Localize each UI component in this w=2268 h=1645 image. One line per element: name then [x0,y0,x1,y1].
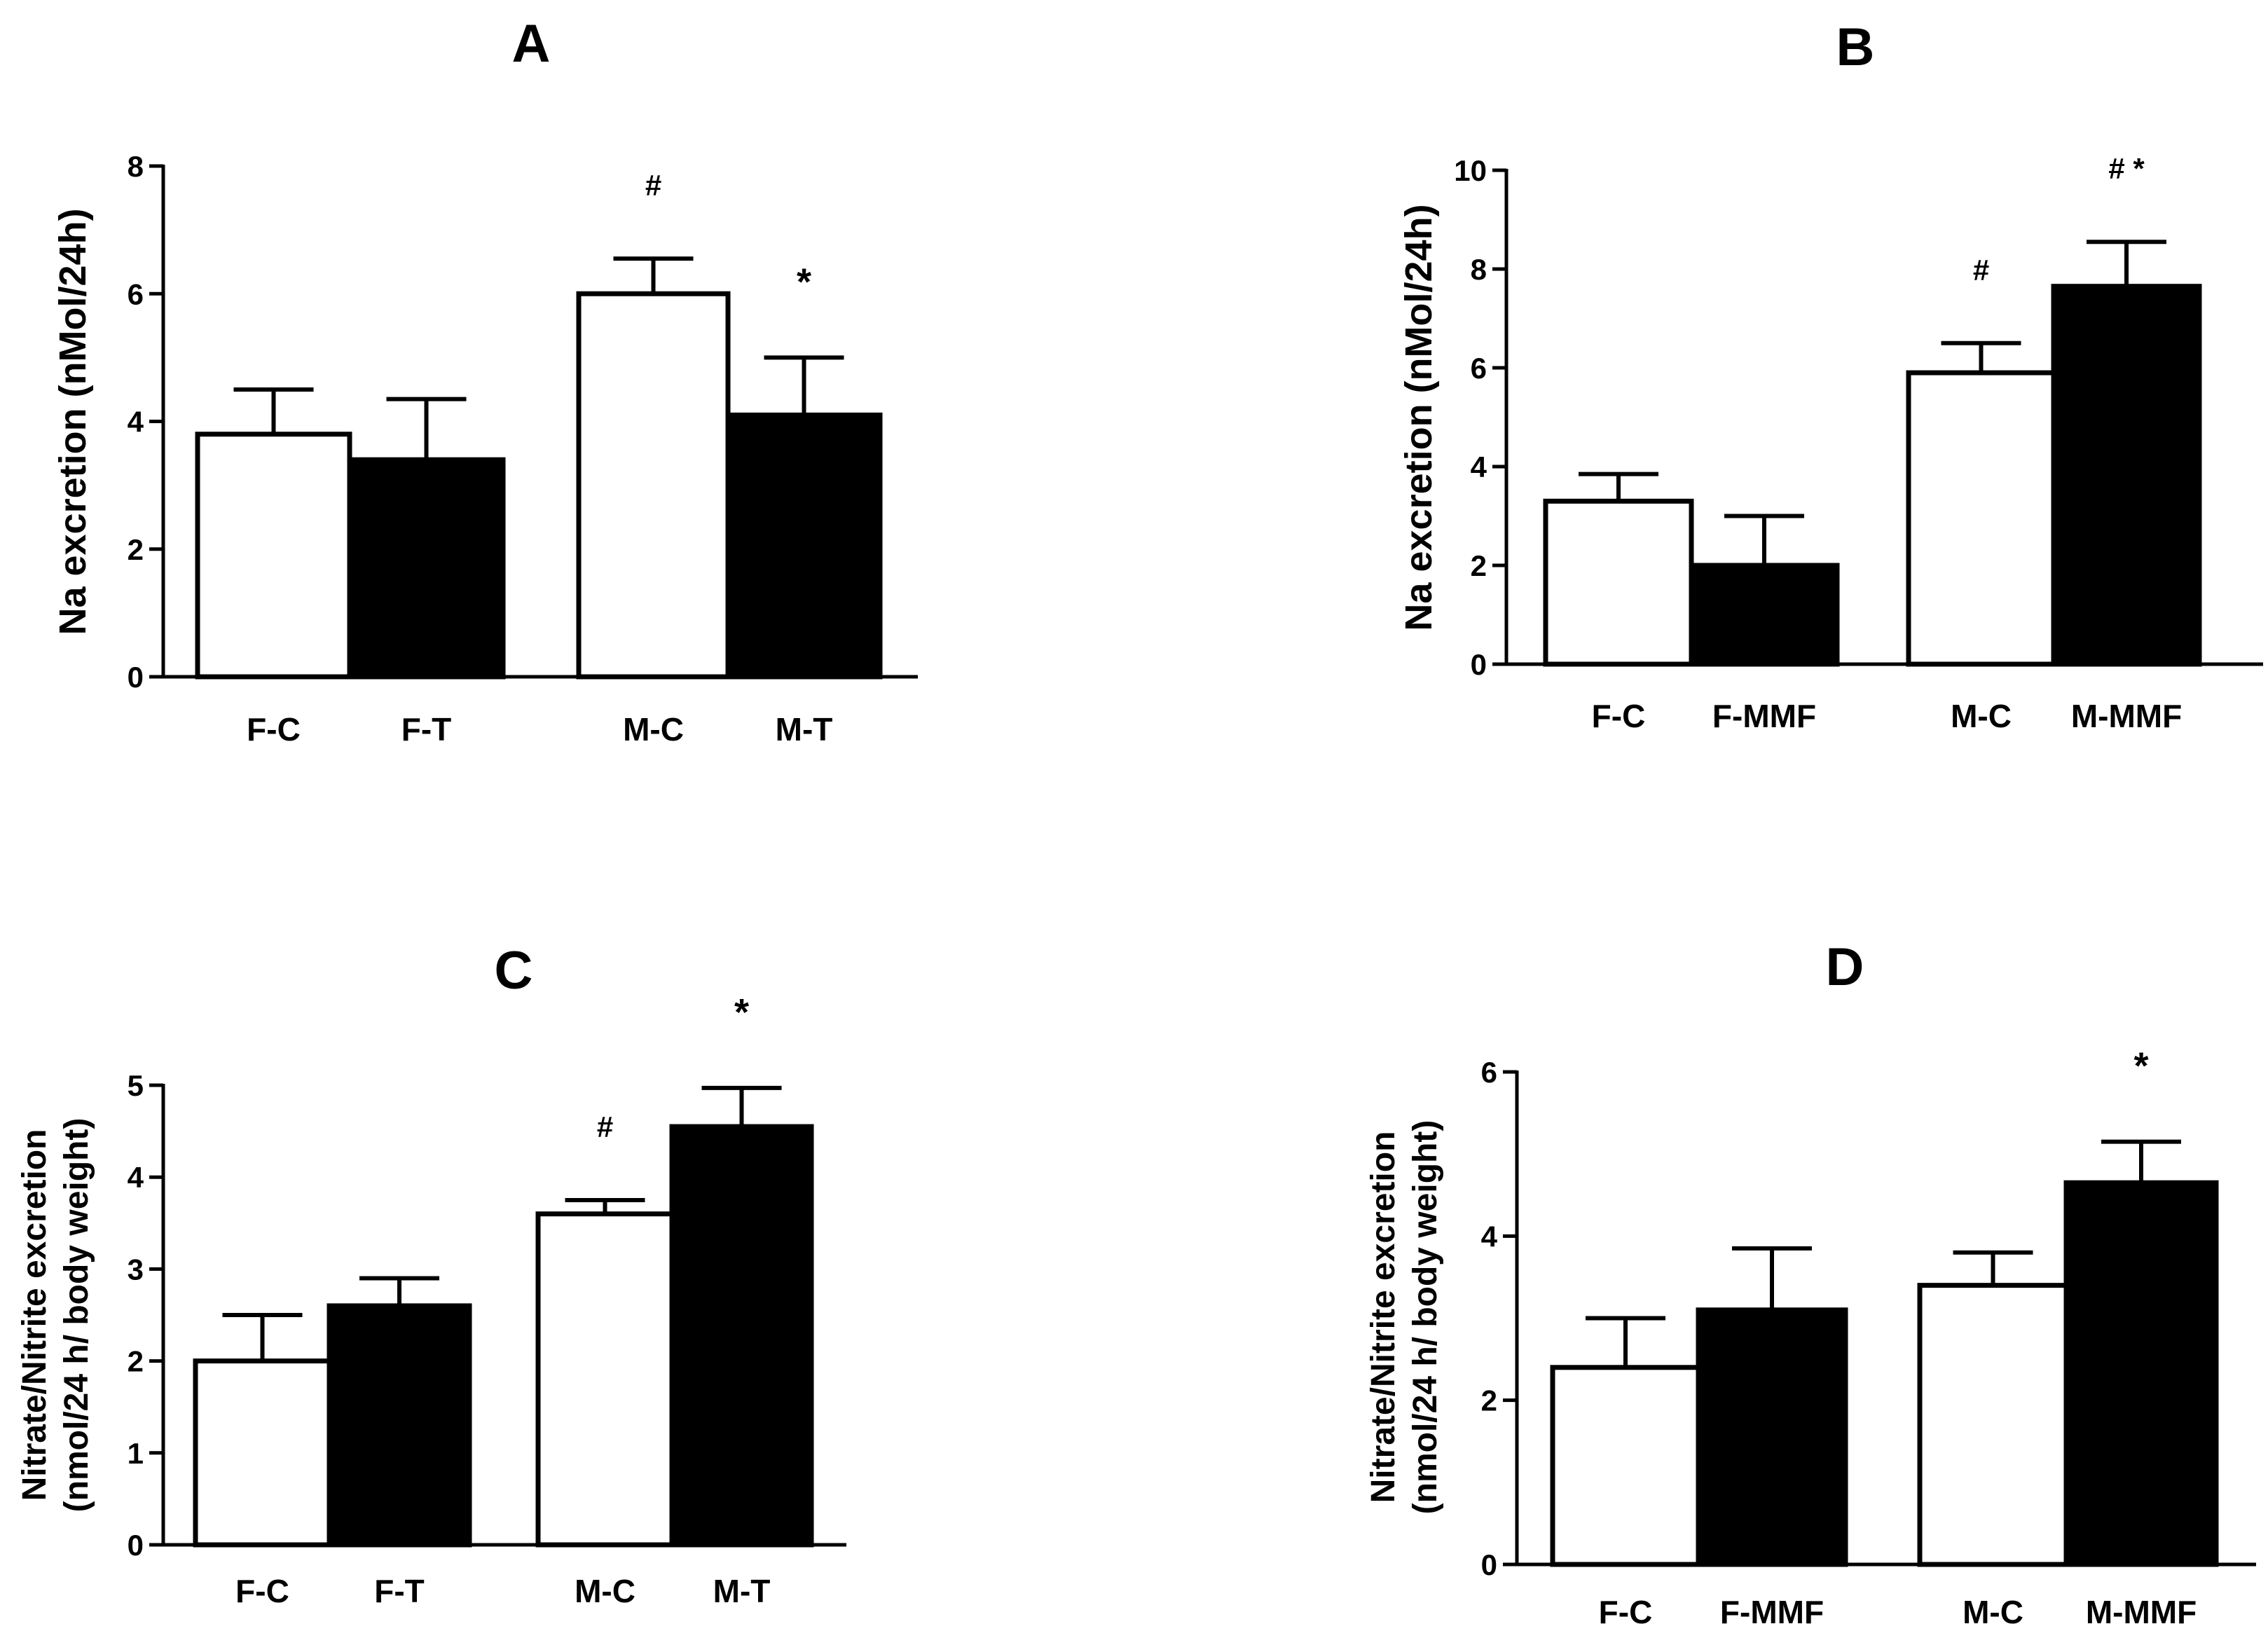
category-label: M-C [1963,1594,2023,1630]
category-label: M-MMF [2071,698,2182,734]
bar-m-c [576,291,731,680]
significance-mark: # * [2108,152,2145,185]
panel-c: C Nitrate/Nitrite excretion (nmol/24 h/ bo… [16,941,846,1609]
bar-m-mmf [2063,1180,2219,1567]
y-axis-title-line: (nmol/24 h/ body weight) [58,1118,95,1513]
category-label: F-MMF [1712,698,1816,734]
significance-mark: # [645,169,661,202]
bar-f-c [195,432,352,680]
bar-m-t [669,1124,814,1548]
y-tick-label: 8 [128,150,144,183]
bar-f-t [327,1303,472,1548]
category-label: F-C [1592,698,1646,734]
y-tick-label: 4 [1471,450,1487,483]
y-tick-label: 0 [128,661,144,694]
y-axis-title-line: Nitrate/Nitrite excretion [16,1129,53,1501]
y-axis-title-line: (nmol/24 h/ body weight) [1407,1120,1444,1515]
bar-f-mmf [1696,1307,1848,1567]
bar-m-c [1906,370,2056,667]
bar-m-c [535,1211,675,1548]
bar-f-mmf [1689,563,1840,667]
panel-title: B [1836,18,1875,77]
panel-d: D Nitrate/Nitrite excretion (nmol/24 h/ bo… [1365,937,2256,1630]
significance-mark: * [2133,1045,2148,1087]
y-axis-title-line: Nitrate/Nitrite excretion [1365,1131,1402,1503]
category-label: F-C [235,1573,289,1609]
y-tick-label: 0 [1471,648,1487,681]
category-label: F-C [247,711,301,748]
category-label: M-T [776,711,833,748]
y-tick-label: 2 [1471,549,1487,582]
panel-b: B Na excretion (nMol/24h) 0 2 4 6 8 10 F-C F-MMF M… [1398,18,2263,734]
bar-m-t [725,412,883,680]
category-label: M-T [713,1573,771,1609]
bar-f-c [1550,1365,1701,1567]
category-label: F-T [374,1573,425,1609]
y-tick-label: 4 [1481,1220,1498,1253]
y-tick-label: 0 [1481,1548,1497,1581]
y-tick-label: 2 [128,1345,144,1378]
significance-mark: # [597,1110,613,1143]
y-tick-label: 6 [128,277,144,310]
bar-f-t [347,457,506,680]
category-label: M-MMF [2086,1594,2197,1630]
y-tick-label: 3 [128,1253,144,1286]
significance-mark: * [734,991,749,1033]
y-tick-label: 2 [1481,1384,1497,1417]
y-tick-label: 8 [1471,253,1487,286]
y-tick-label: 0 [128,1529,144,1562]
bar-f-c [1543,498,1694,667]
category-label: M-C [623,711,684,748]
category-label: M-C [1951,698,2012,734]
category-label: M-C [575,1573,635,1609]
y-tick-label: 6 [1481,1056,1497,1089]
significance-mark: # [1973,254,1989,287]
y-tick-label: 2 [128,533,144,566]
y-tick-label: 4 [128,406,144,439]
y-axis-title: Na excretion (nMol/24h) [1398,204,1440,631]
y-tick-label: 5 [128,1069,144,1102]
category-label: F-C [1599,1594,1653,1630]
y-tick-label: 4 [128,1161,144,1194]
y-axis-title: Na excretion (nMol/24h) [52,208,94,635]
panel-title: D [1826,937,1864,997]
y-tick-label: 1 [128,1437,144,1470]
panel-title: A [512,14,551,74]
panel-a: A Na excretion (nMol/24h) 0 2 4 6 8 F-C F-T M-C # M… [52,14,918,748]
bar-f-c [193,1358,332,1548]
y-tick-label: 6 [1471,352,1487,385]
bar-m-c [1917,1283,2069,1567]
category-label: F-MMF [1720,1594,1824,1630]
panel-title: C [495,941,533,1000]
significance-mark: * [797,261,811,303]
bar-m-mmf [2051,284,2202,667]
y-tick-label: 10 [1454,154,1487,187]
category-label: F-T [401,711,452,748]
